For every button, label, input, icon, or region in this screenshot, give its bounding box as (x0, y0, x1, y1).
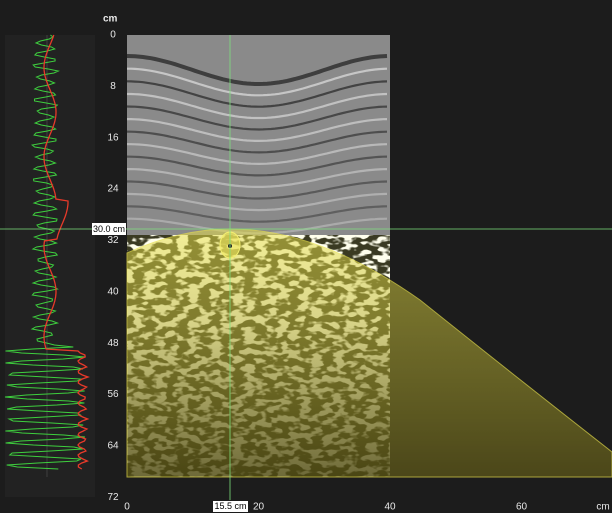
x-tick-label: 40 (384, 502, 396, 513)
depth-label: 30.0 cm (93, 224, 125, 234)
y-tick-label: 56 (107, 389, 119, 400)
y-tick-label: 72 (107, 492, 119, 503)
y-unit: cm (103, 14, 118, 25)
y-tick-label: 48 (107, 338, 119, 349)
x-unit: cm (596, 502, 609, 513)
y-tick-label: 64 (107, 441, 119, 452)
x-tick-label: 0 (124, 502, 130, 513)
position-label: 15.5 cm (214, 501, 246, 511)
y-tick-label: 24 (107, 184, 119, 195)
y-tick-label: 32 (107, 235, 119, 246)
x-tick-label: 60 (516, 502, 528, 513)
x-tick-label: 20 (253, 502, 265, 513)
y-tick-label: 16 (107, 132, 119, 143)
y-tick-label: 8 (110, 81, 116, 92)
gpr-view: cm cm 30.0 cm 15.5 cm 0 8 16 24 32 40 48 56 64 72… (0, 0, 612, 513)
y-tick-label: 0 (110, 30, 116, 41)
y-tick-label: 40 (107, 286, 119, 297)
